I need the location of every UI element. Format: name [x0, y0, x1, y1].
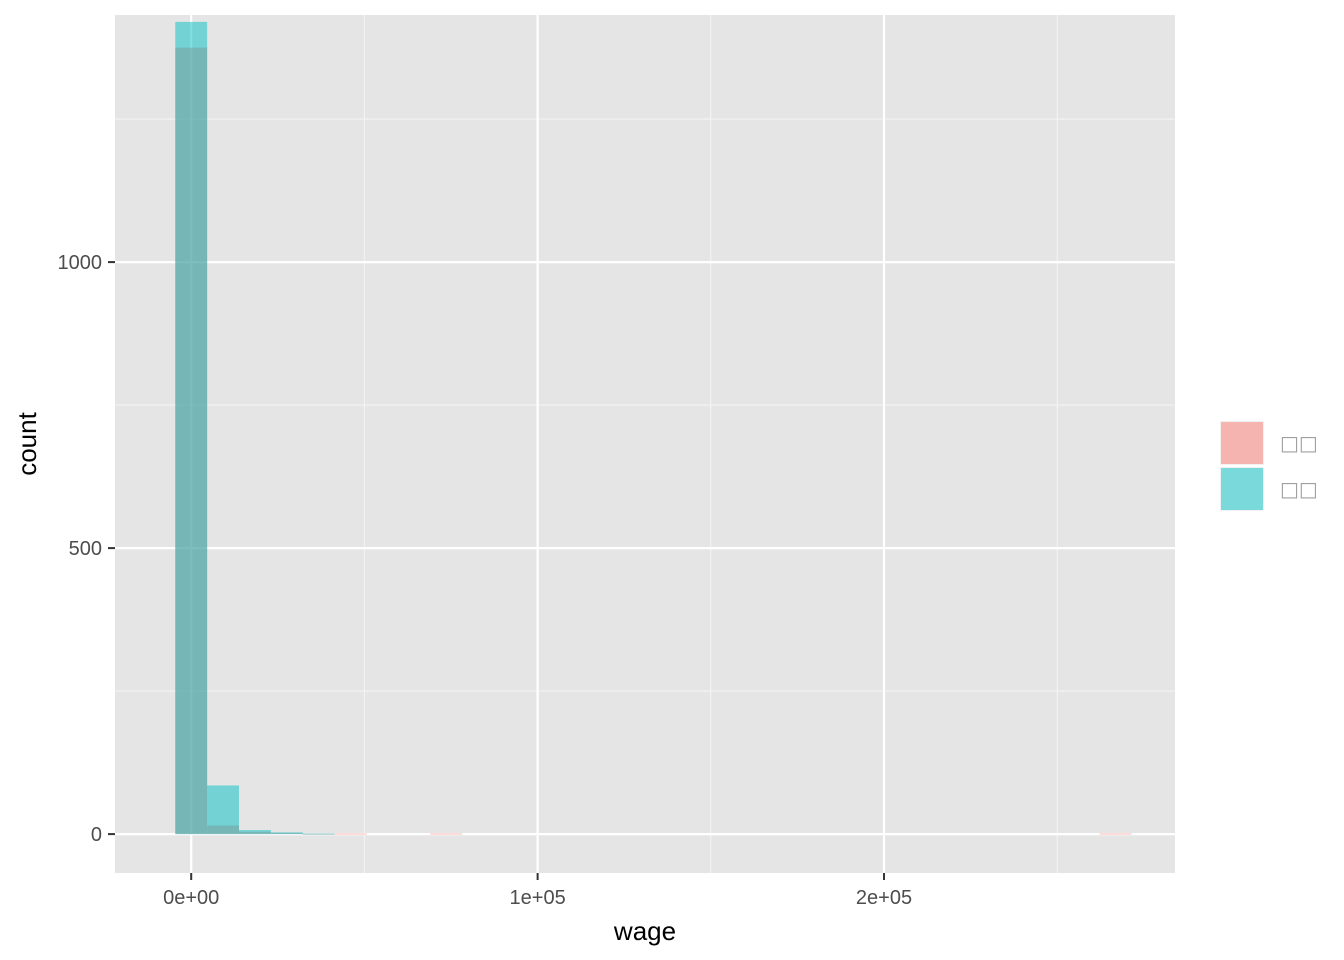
histogram-bar-series-1 — [334, 833, 367, 835]
minor-grid — [115, 15, 1175, 873]
y-axis: 0 500 1000 — [58, 252, 115, 846]
legend-label: □□ — [1280, 477, 1318, 501]
histogram-bar-series-2 — [207, 785, 240, 835]
histogram-bar-series-2 — [302, 833, 335, 835]
histogram-bar-series-2 — [270, 832, 303, 835]
y-tick-label: 0 — [91, 824, 102, 846]
y-tick-label: 500 — [69, 538, 102, 560]
legend-key-swatch — [1221, 422, 1263, 464]
x-tick-label: 0e+00 — [163, 887, 219, 909]
x-tick-label: 2e+05 — [856, 887, 912, 909]
histogram-bar-series-1 — [1099, 833, 1132, 835]
x-tick-label: 1e+05 — [510, 887, 566, 909]
y-axis-title: count — [12, 411, 42, 475]
histogram-bar-series-1 — [430, 833, 463, 835]
legend: □□ □□ — [1220, 421, 1318, 511]
y-tick-label: 1000 — [58, 252, 103, 274]
legend-label: □□ — [1280, 431, 1318, 455]
bars — [175, 21, 1132, 835]
x-axis: 0e+00 1e+05 2e+05 — [163, 873, 912, 909]
histogram-bar-series-2 — [239, 830, 271, 835]
legend-key-swatch — [1221, 468, 1263, 510]
panel-background — [115, 15, 1175, 873]
histogram-bar-series-2 — [175, 21, 208, 835]
x-axis-title: wage — [613, 916, 676, 946]
